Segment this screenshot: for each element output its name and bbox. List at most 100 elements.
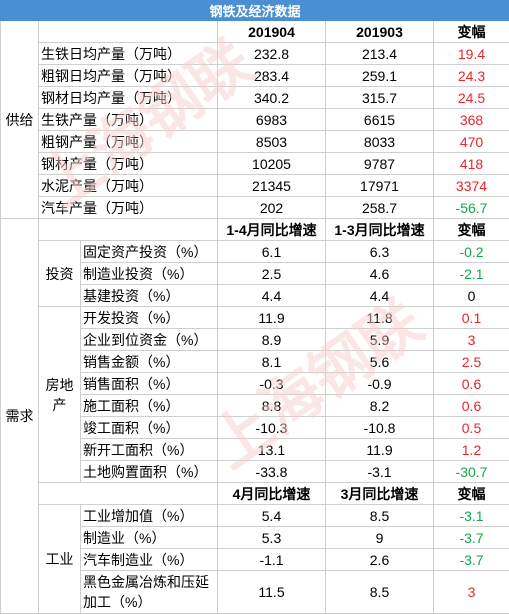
row-label: 粗钢日均产量（万吨） (39, 65, 218, 87)
row-label: 水泥产量（万吨） (39, 175, 218, 197)
value-previous: 6615 (326, 109, 434, 131)
value-current: -0.3 (218, 373, 326, 395)
value-change: 24.3 (434, 65, 509, 87)
row-label: 汽车制造业（%） (81, 549, 218, 571)
row-label: 黑色金属冶炼和压延加工（%） (81, 571, 218, 614)
row-label: 固定资产投资（%） (81, 241, 218, 263)
value-change: -3.7 (434, 549, 509, 571)
row-label: 开发投资（%） (81, 307, 218, 329)
column-header: 变幅 (434, 21, 509, 43)
value-previous: 6.3 (326, 241, 434, 263)
value-previous: 5.9 (326, 329, 434, 351)
value-previous: 4.6 (326, 263, 434, 285)
value-current: 13.1 (218, 439, 326, 461)
row-label: 企业到位资金（%） (81, 329, 218, 351)
value-current: -1.1 (218, 549, 326, 571)
row-label: 生铁产量（万吨） (39, 109, 218, 131)
real_estate-group-label: 房地产 (39, 307, 81, 483)
value-current: 6983 (218, 109, 326, 131)
row-label: 销售面积（%） (81, 373, 218, 395)
value-change: 3 (434, 329, 509, 351)
value-change: -3.7 (434, 527, 509, 549)
value-change: 3 (434, 571, 509, 614)
value-change: -2.1 (434, 263, 509, 285)
value-current: -10.3 (218, 417, 326, 439)
value-previous: 11.9 (326, 439, 434, 461)
value-change: 418 (434, 153, 509, 175)
value-previous: -0.9 (326, 373, 434, 395)
value-change: 3374 (434, 175, 509, 197)
column-header: 变幅 (434, 483, 509, 505)
row-label: 基建投资（%） (81, 285, 218, 307)
value-change: 24.5 (434, 87, 509, 109)
value-previous: 259.1 (326, 65, 434, 87)
row-label: 竣工面积（%） (81, 417, 218, 439)
value-previous: 2.6 (326, 549, 434, 571)
value-previous: 213.4 (326, 43, 434, 65)
title-row: 钢铁及经济数据 (1, 1, 509, 21)
column-header: 201904 (218, 21, 326, 43)
value-current: 5.4 (218, 505, 326, 527)
investment-group-label: 投资 (39, 241, 81, 307)
column-header: 4月同比增速 (218, 483, 326, 505)
table-title: 钢铁及经济数据 (1, 1, 509, 21)
header-blank (39, 21, 218, 43)
value-previous: 8033 (326, 131, 434, 153)
row-label: 施工面积（%） (81, 395, 218, 417)
value-change: 470 (434, 131, 509, 153)
value-previous: 11.8 (326, 307, 434, 329)
value-previous: 9787 (326, 153, 434, 175)
column-header: 1-4月同比增速 (218, 219, 326, 241)
value-current: 283.4 (218, 65, 326, 87)
row-label: 工业增加值（%） (81, 505, 218, 527)
value-change: 368 (434, 109, 509, 131)
row-label: 新开工面积（%） (81, 439, 218, 461)
value-change: 0.5 (434, 417, 509, 439)
value-current: 8.1 (218, 351, 326, 373)
value-change: 0.1 (434, 307, 509, 329)
value-current: 21345 (218, 175, 326, 197)
value-previous: 5.6 (326, 351, 434, 373)
value-current: 2.5 (218, 263, 326, 285)
value-current: 340.2 (218, 87, 326, 109)
column-header: 1-3月同比增速 (326, 219, 434, 241)
value-current: 8503 (218, 131, 326, 153)
value-previous: 8.5 (326, 571, 434, 614)
value-current: 8.8 (218, 395, 326, 417)
value-change: -30.7 (434, 461, 509, 483)
value-change: 1.2 (434, 439, 509, 461)
column-header: 201903 (326, 21, 434, 43)
column-header: 3月同比增速 (326, 483, 434, 505)
row-label: 汽车产量（万吨） (39, 197, 218, 219)
row-label: 生铁日均产量（万吨） (39, 43, 218, 65)
value-current: 11.5 (218, 571, 326, 614)
value-change: -56.7 (434, 197, 509, 219)
value-previous: 258.7 (326, 197, 434, 219)
value-change: 0.6 (434, 395, 509, 417)
value-previous: 17971 (326, 175, 434, 197)
row-label: 土地购置面积（%） (81, 461, 218, 483)
row-label: 粗钢产量（万吨） (39, 131, 218, 153)
value-current: 11.9 (218, 307, 326, 329)
value-previous: 8.2 (326, 395, 434, 417)
industry-group-label: 工业 (39, 505, 81, 614)
value-current: 6.1 (218, 241, 326, 263)
value-previous: -3.1 (326, 461, 434, 483)
value-current: -33.8 (218, 461, 326, 483)
value-current: 8.9 (218, 329, 326, 351)
value-change: -0.2 (434, 241, 509, 263)
value-current: 232.8 (218, 43, 326, 65)
